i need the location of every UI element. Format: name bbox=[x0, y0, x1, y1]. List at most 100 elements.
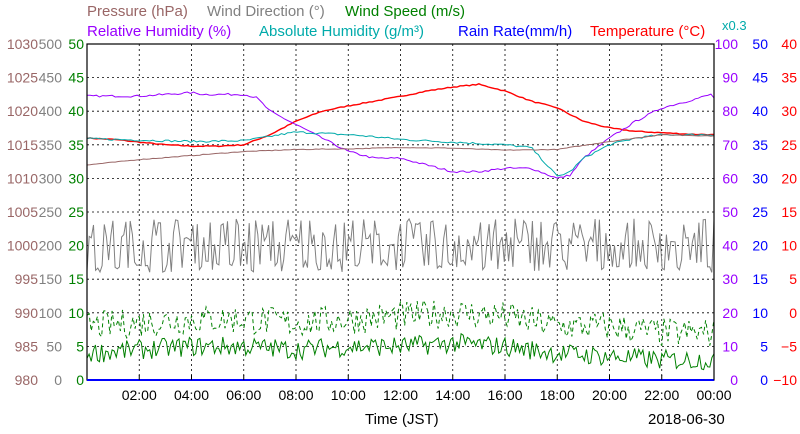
windspeed-tick-label: 50 bbox=[68, 36, 84, 52]
x-axis: 02:00 04:00 06:00 08:00 10:00 12:00 14:00 16:00… bbox=[122, 375, 732, 403]
temp-tick-label: 15 bbox=[781, 204, 797, 220]
temp-tick-label: 30 bbox=[781, 103, 797, 119]
x-tick-label: 06:00 bbox=[226, 387, 261, 403]
relhum-tick-label: 70 bbox=[722, 137, 738, 153]
x-tick-label: 12:00 bbox=[383, 387, 418, 403]
rain-tick-label: 5 bbox=[760, 338, 768, 354]
temp-tick-label: −5 bbox=[781, 338, 797, 354]
windspeed-tick-label: 45 bbox=[68, 70, 84, 86]
windspeed-tick-label: 25 bbox=[68, 204, 84, 220]
rain-tick-label: 0 bbox=[760, 372, 768, 388]
temp-tick-label: 5 bbox=[789, 271, 797, 287]
winddir-tick-label: 500 bbox=[39, 36, 63, 52]
x-tick-label: 20:00 bbox=[592, 387, 627, 403]
pressure-tick-label: 985 bbox=[15, 338, 39, 354]
x-tick-label: 14:00 bbox=[435, 387, 470, 403]
temp-tick-label: 40 bbox=[781, 36, 797, 52]
rain-tick-label: 20 bbox=[752, 238, 768, 254]
series-line-winddir bbox=[86, 217, 715, 274]
rain-tick-label: 45 bbox=[752, 70, 768, 86]
series-line-windspeed-gust bbox=[86, 298, 715, 347]
rain-tick-label: 25 bbox=[752, 204, 768, 220]
relhum-tick-label: 40 bbox=[722, 238, 738, 254]
series-layer bbox=[86, 83, 715, 371]
label-pressure: Pressure (hPa) bbox=[87, 3, 188, 20]
date-label: 2018-06-30 bbox=[648, 411, 725, 428]
windspeed-tick-label: 0 bbox=[76, 372, 84, 388]
label-absolute-humidity-multiplier: x0.3 bbox=[722, 18, 747, 33]
pressure-tick-label: 1020 bbox=[7, 103, 38, 119]
x-tick-label: 08:00 bbox=[278, 387, 313, 403]
relhum-tick-label: 0 bbox=[730, 372, 738, 388]
label-rain-rate: Rain Rate(mm/h) bbox=[458, 23, 572, 40]
pressure-tick-label: 1010 bbox=[7, 170, 38, 186]
winddir-tick-label: 450 bbox=[39, 70, 63, 86]
rain-tick-label: 40 bbox=[752, 103, 768, 119]
relhum-tick-label: 50 bbox=[722, 204, 738, 220]
pressure-tick-label: 980 bbox=[15, 372, 39, 388]
pressure-tick-label: 1025 bbox=[7, 70, 38, 86]
winddir-tick-label: 300 bbox=[39, 170, 63, 186]
pressure-tick-label: 1015 bbox=[7, 137, 38, 153]
label-temperature: Temperature (°C) bbox=[590, 23, 705, 40]
temp-tick-label: 20 bbox=[781, 170, 797, 186]
x-tick-label: 22:00 bbox=[644, 387, 679, 403]
relhum-tick-label: 60 bbox=[722, 170, 738, 186]
left-axes: 1030102510201015101010051000995990985980… bbox=[7, 36, 84, 388]
label-relative-humidity: Relative Humidity (%) bbox=[87, 23, 231, 40]
temp-tick-label: 25 bbox=[781, 137, 797, 153]
temp-tick-label: 35 bbox=[781, 70, 797, 86]
series-line-temp bbox=[86, 83, 714, 148]
windspeed-tick-label: 15 bbox=[68, 271, 84, 287]
relhum-tick-label: 80 bbox=[722, 103, 738, 119]
relhum-tick-label: 90 bbox=[722, 70, 738, 86]
label-wind-direction: Wind Direction (°) bbox=[207, 3, 325, 20]
series-line-abshum bbox=[86, 131, 715, 177]
winddir-tick-label: 350 bbox=[39, 137, 63, 153]
pressure-tick-label: 990 bbox=[15, 305, 39, 321]
winddir-tick-label: 100 bbox=[39, 305, 63, 321]
windspeed-tick-label: 20 bbox=[68, 238, 84, 254]
relhum-tick-label: 30 bbox=[722, 271, 738, 287]
label-absolute-humidity: Absolute Humidity (g/m³) bbox=[259, 23, 424, 40]
x-tick-label: 00:00 bbox=[696, 387, 731, 403]
rain-tick-label: 30 bbox=[752, 170, 768, 186]
windspeed-tick-label: 10 bbox=[68, 305, 84, 321]
pressure-tick-label: 1005 bbox=[7, 204, 38, 220]
series-line-windspeed bbox=[86, 332, 715, 371]
windspeed-tick-label: 35 bbox=[68, 137, 84, 153]
winddir-tick-label: 250 bbox=[39, 204, 63, 220]
temp-tick-label: 0 bbox=[789, 305, 797, 321]
winddir-tick-label: 0 bbox=[54, 372, 62, 388]
grid-lines bbox=[87, 44, 714, 380]
x-tick-label: 10:00 bbox=[331, 387, 366, 403]
windspeed-tick-label: 5 bbox=[76, 338, 84, 354]
winddir-tick-label: 50 bbox=[46, 338, 62, 354]
relhum-tick-label: 20 bbox=[722, 305, 738, 321]
winddir-tick-label: 200 bbox=[39, 238, 63, 254]
x-tick-label: 16:00 bbox=[487, 387, 522, 403]
winddir-tick-label: 150 bbox=[39, 271, 63, 287]
rain-tick-label: 10 bbox=[752, 305, 768, 321]
rain-tick-label: 15 bbox=[752, 271, 768, 287]
x-tick-label: 04:00 bbox=[174, 387, 209, 403]
pressure-tick-label: 995 bbox=[15, 271, 39, 287]
rain-tick-label: 35 bbox=[752, 137, 768, 153]
label-wind-speed: Wind Speed (m/s) bbox=[345, 3, 465, 20]
x-tick-label: 18:00 bbox=[540, 387, 575, 403]
x-axis-title: Time (JST) bbox=[365, 411, 439, 428]
temp-tick-label: 10 bbox=[781, 238, 797, 254]
right-axes: 1009080706050403020100504540353025201510… bbox=[715, 36, 798, 388]
windspeed-tick-label: 40 bbox=[68, 103, 84, 119]
temp-tick-label: −10 bbox=[773, 372, 797, 388]
rain-tick-label: 50 bbox=[752, 36, 768, 52]
windspeed-tick-label: 30 bbox=[68, 170, 84, 186]
series-line-relhum bbox=[86, 91, 715, 179]
pressure-tick-label: 1030 bbox=[7, 36, 38, 52]
series-line-pressure bbox=[86, 133, 715, 166]
x-tick-label: 02:00 bbox=[122, 387, 157, 403]
pressure-tick-label: 1000 bbox=[7, 238, 38, 254]
relhum-tick-label: 100 bbox=[715, 36, 739, 52]
